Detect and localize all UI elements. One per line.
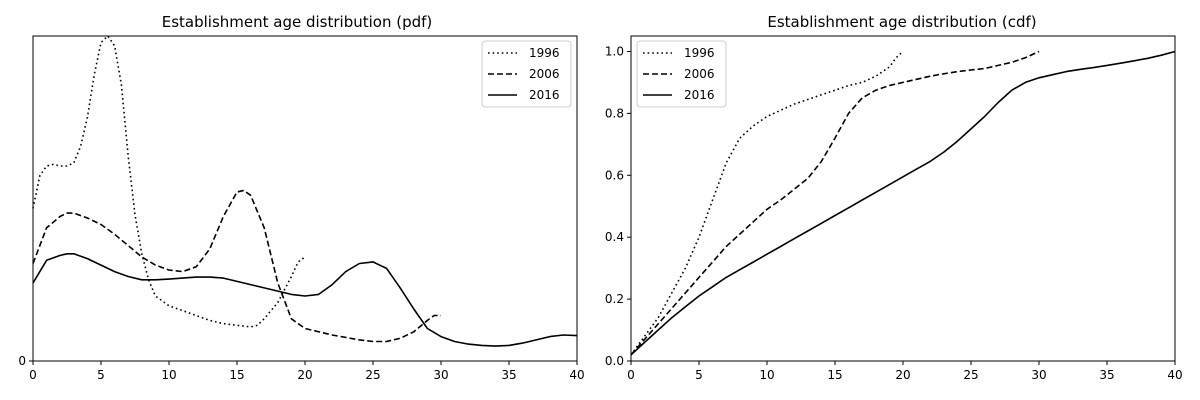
cdf-legend-box <box>636 40 727 108</box>
cdf-ticks-layer: 0 5 10 15 20 25 30 35 40 0.0 0.2 0.4 0.6 0.8 1.0 <box>605 44 1183 382</box>
cdf-x-tick-label: 25 <box>963 368 978 382</box>
cdf-x-tick-label: 0 <box>627 368 635 382</box>
pdf-series-layer <box>32 35 578 347</box>
cdf-y-tick-label: 0.0 <box>605 354 624 368</box>
pdf-x-tick-label: 10 <box>161 368 176 382</box>
pdf-y-tick-label: 0 <box>18 354 26 368</box>
pdf-panel: Establishment age distribution (pdf) 0 5 1… <box>18 13 584 382</box>
pdf-chart-title: Establishment age distribution (pdf) <box>162 13 433 31</box>
cdf-y-tick-label: 0.6 <box>605 168 624 182</box>
cdf-panel: Establishment age distribution (cdf) 0 5 1… <box>605 13 1183 382</box>
pdf-legend-label-2006: 2006 <box>529 67 560 81</box>
pdf-x-tick-label: 15 <box>229 368 244 382</box>
pdf-legend-label-2016: 2016 <box>529 88 560 102</box>
cdf-x-tick-label: 35 <box>1099 368 1114 382</box>
cdf-series-2006 <box>630 50 1040 356</box>
cdf-chart-title: Establishment age distribution (cdf) <box>767 13 1036 31</box>
pdf-x-tick-label: 5 <box>97 368 105 382</box>
cdf-x-tick-label: 30 <box>1031 368 1046 382</box>
cdf-x-tick-label: 40 <box>1167 368 1182 382</box>
cdf-series-layer <box>630 50 1176 356</box>
pdf-x-tick-label: 20 <box>297 368 312 382</box>
pdf-x-tick-label: 35 <box>501 368 516 382</box>
pdf-ticks-layer: 0 5 10 15 20 25 30 35 40 0 <box>18 354 584 382</box>
pdf-x-tick-label: 40 <box>569 368 584 382</box>
pdf-x-tick-label: 30 <box>433 368 448 382</box>
cdf-y-tick-label: 0.2 <box>605 292 624 306</box>
cdf-y-tick-label: 0.8 <box>605 106 624 120</box>
pdf-x-tick-label: 0 <box>29 368 37 382</box>
pdf-x-tick-label: 25 <box>365 368 380 382</box>
pdf-legend: 1996 2006 2016 <box>481 40 572 108</box>
cdf-legend-label-2006: 2006 <box>684 67 715 81</box>
cdf-y-tick-label: 0.4 <box>605 230 624 244</box>
cdf-series-2016 <box>630 50 1176 356</box>
pdf-series-2006 <box>32 189 441 343</box>
cdf-x-tick-label: 15 <box>827 368 842 382</box>
cdf-x-tick-label: 5 <box>695 368 703 382</box>
pdf-legend-label-1996: 1996 <box>529 46 560 60</box>
cdf-x-tick-label: 20 <box>895 368 910 382</box>
cdf-x-tick-label: 10 <box>759 368 774 382</box>
cdf-legend-label-1996: 1996 <box>684 46 715 60</box>
pdf-series-1996 <box>32 35 306 328</box>
cdf-legend-label-2016: 2016 <box>684 88 715 102</box>
pdf-series-2016 <box>32 253 578 347</box>
cdf-legend: 1996 2006 2016 <box>636 40 727 108</box>
cdf-y-tick-label: 1.0 <box>605 44 624 58</box>
cdf-series-1996 <box>630 50 904 356</box>
pdf-legend-box <box>481 40 572 108</box>
